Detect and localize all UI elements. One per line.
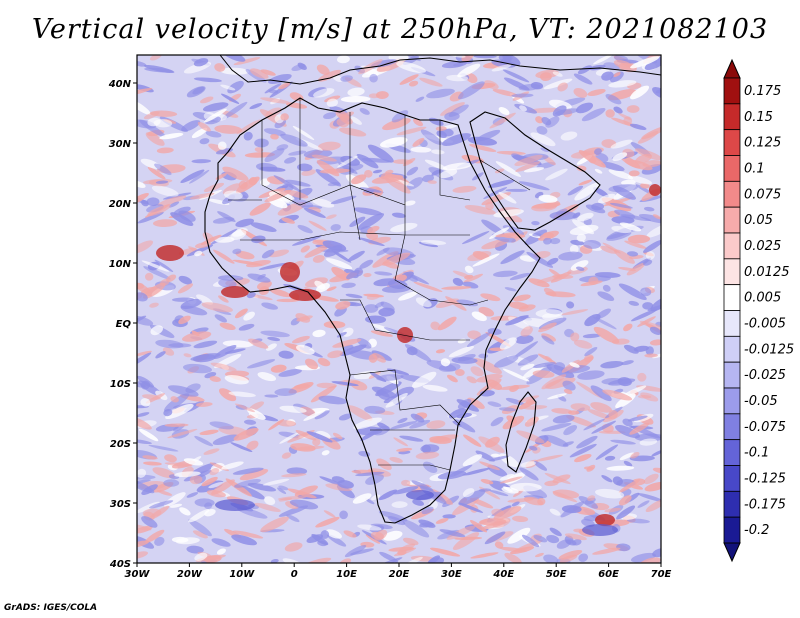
colorbar-label: 0.125 [744,136,781,151]
colorbar-label: -0.005 [744,316,786,331]
x-tick-label: 40E [492,569,514,580]
x-tick-label: 70E [651,569,672,580]
colorbar: 0.175 0.15 0.125 0.1 0.075 0.05 0.025 0.0125 0.0… [723,58,794,563]
y-tick-label: 30N [109,139,132,150]
europe-coastline [219,55,661,85]
x-tick-label: 60E [598,569,619,580]
y-tick-label: EQ [116,319,132,330]
colorbar-label: -0.05 [744,394,778,409]
colorbar-swatch [723,284,741,311]
colorbar-label: -0.175 [744,497,786,512]
colorbar-label: -0.1 [744,446,769,461]
x-tick-label: 30W [125,569,151,580]
x-tick-label: 0 [291,569,298,580]
map-title: Vertical velocity [m/s] at 250hPa, VT: 2… [31,14,769,45]
y-tick-label: 40S [109,559,131,570]
colorbar-label: 0.15 [744,110,773,125]
colorbar-swatch [723,206,741,234]
x-tick-label: 50E [546,569,567,580]
colorbar-label: 0.075 [744,187,781,202]
madagascar-coastline [505,391,537,473]
colorbar-swatch [723,361,741,389]
colorbar-label: 0.025 [744,239,781,254]
africa-coastline [204,97,541,524]
colorbar-swatch [723,180,741,208]
arabia-coastline [469,111,601,231]
y-tick-label: 10N [109,259,132,270]
colorbar-swatch [723,258,741,286]
colorbar-swatch [723,516,741,544]
colorbar-label: -0.0125 [744,342,794,357]
x-tick-label: 20E [389,569,410,580]
colorbar-bottom-arrow [723,542,741,563]
y-tick-label: 40N [108,79,132,90]
colorbar-swatch [723,439,741,466]
colorbar-swatch [723,335,741,363]
colorbar-swatch [723,490,741,518]
colorbar-label: 0.005 [744,291,781,306]
colorbar-swatch [723,310,741,337]
colorbar-label: -0.025 [744,368,786,383]
colorbar-swatch [723,155,741,182]
velocity-field [137,55,661,563]
colorbar-label: 0.05 [744,213,773,228]
colorbar-swatch [723,232,741,260]
colorbar-swatch [723,77,741,105]
x-axis: 30W 20W 10W 0 10E 20E 30E 40E 50E 60E 70E [125,563,672,580]
x-tick-label: 10W [229,569,255,580]
colorbar-label: -0.075 [744,420,786,435]
y-axis: 40N 30N 20N 10N EQ 10S 20S 30S 40S [108,79,137,570]
colorbar-swatch [723,387,741,415]
colorbar-label: 0.0125 [744,265,790,280]
y-tick-label: 30S [110,499,131,510]
colorbar-swatch [723,103,741,131]
country-borders [228,98,531,471]
colorbar-label: -0.2 [744,523,769,538]
x-tick-label: 20W [177,569,203,580]
colorbar-swatch [723,465,741,492]
x-tick-label: 30E [441,569,462,580]
x-tick-label: 10E [336,569,357,580]
colorbar-top-arrow [723,58,741,79]
colorbar-swatch [723,129,741,156]
grads-credit: GrADS: IGES/COLA [4,603,98,613]
y-tick-label: 10S [110,379,131,390]
colorbar-swatch [723,413,741,441]
colorbar-label: -0.125 [744,471,786,486]
y-tick-label: 20S [110,439,131,450]
colorbar-label: 0.1 [744,161,765,176]
y-tick-label: 20N [109,199,132,210]
colorbar-label: 0.175 [744,84,781,99]
field-blobs [137,55,661,563]
